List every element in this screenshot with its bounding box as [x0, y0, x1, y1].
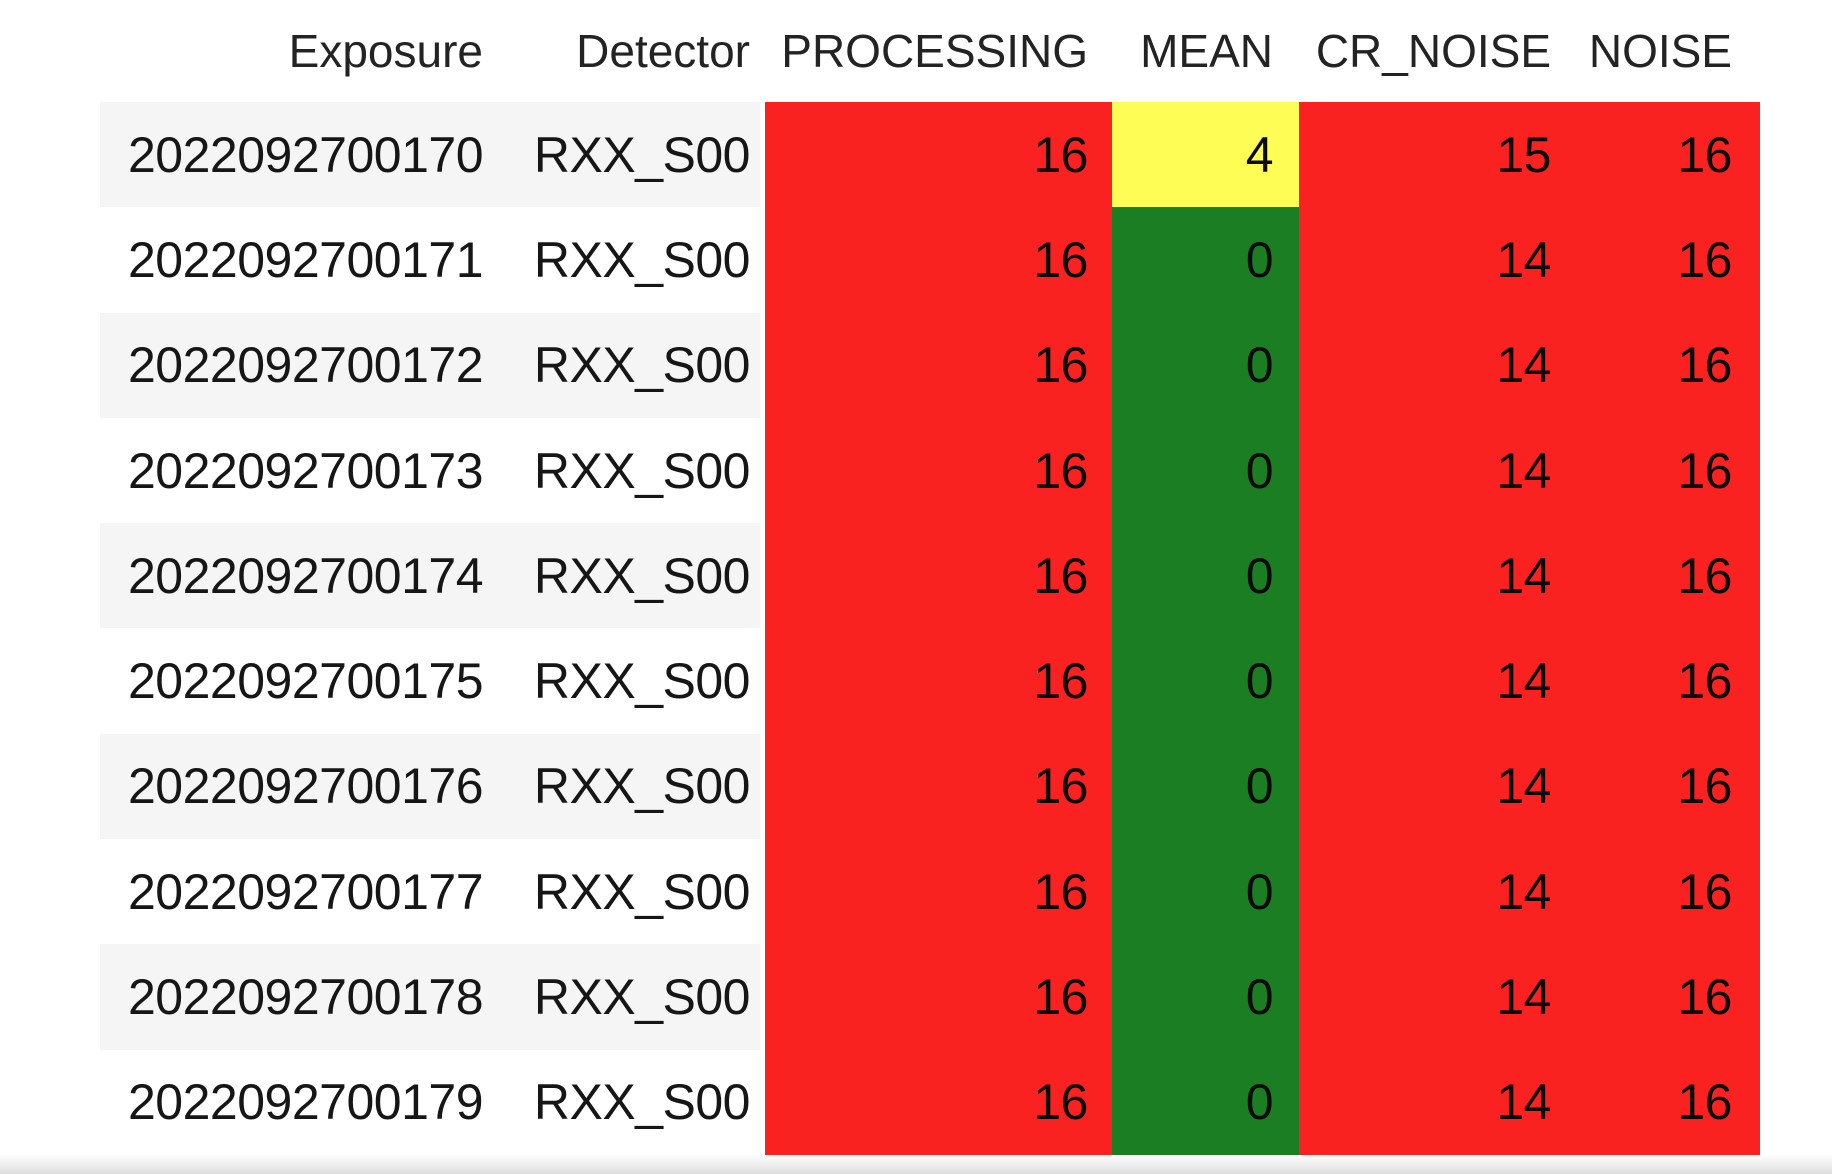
cell-detector: RXX_S00	[533, 442, 751, 499]
cell-cr-noise: 14	[1299, 1049, 1575, 1155]
cell-mean: 0	[1112, 944, 1299, 1050]
cell-processing: 16	[765, 417, 1112, 524]
cell-cr-noise: 14	[1299, 312, 1575, 418]
exposure-metrics-table: Exposure Detector PROCESSING MEAN CR_NOI…	[100, 0, 1760, 1155]
cell-cr-noise: 14	[1299, 733, 1575, 840]
cell-cr-noise: 14	[1299, 944, 1575, 1050]
cell-processing: 16	[765, 944, 1112, 1050]
cell-noise: 16	[1575, 417, 1760, 524]
table-row: 2022092700178 RXX_S00 16 0 14 16	[100, 944, 1760, 1050]
column-header-processing: PROCESSING	[781, 25, 1088, 77]
cell-processing: 16	[765, 839, 1112, 945]
cell-mean: 0	[1112, 523, 1299, 629]
cell-exposure: 2022092700172	[100, 312, 515, 418]
cell-exposure: 2022092700174	[100, 523, 515, 629]
table-row: 2022092700179 RXX_S00 16 0 14 16	[100, 1049, 1760, 1155]
cell-exposure: 2022092700178	[100, 944, 515, 1050]
cell-mean: 0	[1112, 733, 1299, 840]
cell-noise: 16	[1575, 523, 1760, 629]
cell-noise: 16	[1575, 628, 1760, 734]
cell-noise: 16	[1575, 1049, 1760, 1155]
table-row: 2022092700172 RXX_S00 16 0 14 16	[100, 312, 1760, 418]
cell-noise: 16	[1575, 102, 1760, 208]
cell-processing: 16	[765, 207, 1112, 313]
cell-cr-noise: 14	[1299, 417, 1575, 524]
cell-cr-noise: 14	[1299, 207, 1575, 313]
cell-processing: 16	[765, 1049, 1112, 1155]
cell-exposure: 2022092700179	[128, 1074, 484, 1131]
cell-processing: 16	[765, 102, 1112, 208]
cell-detector: RXX_S00	[515, 312, 760, 418]
cell-mean: 0	[1112, 417, 1299, 524]
column-header-exposure: Exposure	[288, 25, 483, 77]
cell-cr-noise: 14	[1299, 523, 1575, 629]
column-header-cr-noise: CR_NOISE	[1315, 25, 1551, 77]
cell-exposure: 2022092700170	[100, 102, 515, 208]
cell-processing: 16	[765, 312, 1112, 418]
cell-exposure: 2022092700171	[128, 231, 484, 288]
cell-mean: 0	[1112, 207, 1299, 313]
table-row: 2022092700174 RXX_S00 16 0 14 16	[100, 523, 1760, 629]
column-header-mean: MEAN	[1140, 25, 1273, 77]
table-row: 2022092700176 RXX_S00 16 0 14 16	[100, 733, 1760, 840]
table-body: 2022092700170 RXX_S00 16 4 15 16 2022092700171…	[100, 102, 1760, 1155]
cell-detector: RXX_S00	[515, 733, 760, 840]
cell-exposure: 2022092700173	[128, 442, 484, 499]
cell-detector: RXX_S00	[515, 102, 760, 208]
cell-detector: RXX_S00	[515, 944, 760, 1050]
cell-detector: RXX_S00	[533, 653, 751, 710]
cell-mean: 0	[1112, 628, 1299, 734]
cell-noise: 16	[1575, 207, 1760, 313]
cell-exposure: 2022092700177	[128, 863, 484, 920]
table-header-row: Exposure Detector PROCESSING MEAN CR_NOI…	[100, 0, 1760, 102]
cell-processing: 16	[765, 628, 1112, 734]
cell-processing: 16	[765, 733, 1112, 840]
cell-detector: RXX_S00	[533, 863, 751, 920]
column-header-noise: NOISE	[1588, 25, 1732, 77]
cell-exposure: 2022092700175	[128, 653, 484, 710]
table-row: 2022092700175 RXX_S00 16 0 14 16	[100, 628, 1760, 734]
cell-noise: 16	[1575, 944, 1760, 1050]
table-row: 2022092700170 RXX_S00 16 4 15 16	[100, 102, 1760, 208]
cell-noise: 16	[1575, 312, 1760, 418]
cell-cr-noise: 14	[1299, 628, 1575, 734]
cell-mean: 0	[1112, 1049, 1299, 1155]
cell-cr-noise: 14	[1299, 839, 1575, 945]
cell-detector: RXX_S00	[533, 231, 751, 288]
cell-noise: 16	[1575, 733, 1760, 840]
cell-mean: 0	[1112, 839, 1299, 945]
column-header-detector: Detector	[576, 25, 750, 77]
table-row: 2022092700171 RXX_S00 16 0 14 16	[100, 207, 1760, 313]
cell-detector: RXX_S00	[515, 523, 760, 629]
cell-noise: 16	[1575, 839, 1760, 945]
cell-exposure: 2022092700176	[100, 733, 515, 840]
cell-detector: RXX_S00	[533, 1074, 751, 1131]
window-bottom-edge	[0, 1155, 1832, 1174]
cell-processing: 16	[765, 523, 1112, 629]
table-row: 2022092700173 RXX_S00 16 0 14 16	[100, 417, 1760, 524]
cell-mean: 4	[1112, 102, 1299, 208]
table-row: 2022092700177 RXX_S00 16 0 14 16	[100, 839, 1760, 945]
cell-mean: 0	[1112, 312, 1299, 418]
cell-cr-noise: 15	[1299, 102, 1575, 208]
